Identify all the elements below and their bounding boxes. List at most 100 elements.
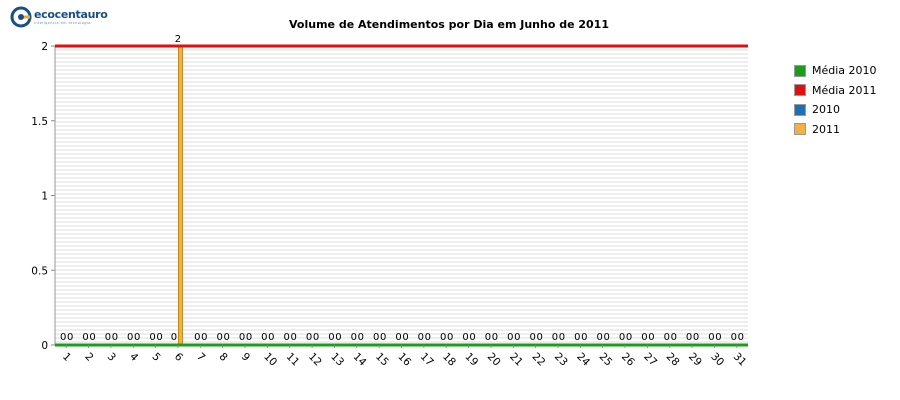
data-label: 0	[194, 332, 200, 343]
data-label: 0	[462, 332, 468, 343]
x-tick-label: 26	[619, 351, 637, 369]
y-tick-label: 0.5	[31, 265, 48, 277]
data-label: 0	[492, 332, 498, 343]
legend-label: Média 2011	[812, 83, 877, 97]
data-label: 0	[291, 332, 297, 343]
data-label: 0	[731, 332, 737, 343]
y-tick-label: 1	[41, 191, 48, 203]
legend-swatch	[794, 84, 806, 97]
data-label: 0	[708, 332, 714, 343]
x-tick-label: 14	[351, 351, 369, 369]
data-label: 0	[529, 332, 535, 343]
plot-background	[55, 46, 748, 345]
x-tick-label: 15	[373, 351, 391, 369]
logo-text: ecocentauro	[34, 8, 108, 21]
legend-label: 2010	[812, 103, 840, 117]
x-tick-label: 1	[60, 351, 73, 364]
data-label: 0	[261, 332, 267, 343]
legend-item: 2011	[794, 120, 877, 140]
data-label: 0	[581, 332, 587, 343]
legend-item: Média 2011	[794, 81, 877, 101]
data-label: 0	[686, 332, 692, 343]
data-label: 0	[268, 332, 274, 343]
data-label: 0	[507, 332, 513, 343]
logo-subtext: inteligencia em tecnologia	[34, 21, 91, 25]
x-tick-label: 25	[597, 351, 615, 369]
data-label: 0	[641, 332, 647, 343]
x-tick-label: 17	[418, 351, 436, 369]
x-tick-label: 24	[574, 351, 592, 369]
data-label: 0	[626, 332, 632, 343]
legend-swatch	[794, 64, 806, 77]
data-label: 0	[574, 332, 580, 343]
data-label: 0	[216, 332, 222, 343]
data-label: 0	[447, 332, 453, 343]
data-label: 2	[175, 34, 181, 45]
y-axis: 0 0.5 1 1.5 2	[31, 41, 56, 352]
legend-item: 2010	[794, 100, 877, 120]
data-label: 0	[440, 332, 446, 343]
legend-label: Média 2010	[812, 64, 877, 78]
data-label: 0	[313, 332, 319, 343]
data-label: 0	[402, 332, 408, 343]
data-label: 0	[223, 332, 229, 343]
x-tick-label: 11	[284, 351, 302, 369]
x-tick-label: 12	[306, 351, 324, 369]
data-label: 0	[89, 332, 95, 343]
data-label: 0	[67, 332, 73, 343]
data-label: 0	[171, 332, 177, 343]
legend-swatch	[794, 103, 806, 116]
logo-icon	[10, 6, 32, 28]
bar-2011	[178, 45, 183, 346]
x-tick-label: 28	[664, 351, 682, 369]
x-tick-label: 7	[194, 351, 207, 364]
data-label: 0	[284, 332, 290, 343]
legend-label: 2011	[812, 122, 840, 136]
x-tick-label: 16	[395, 351, 413, 369]
data-label: 0	[105, 332, 111, 343]
data-label: 0	[514, 332, 520, 343]
data-label: 0	[60, 332, 66, 343]
data-label: 0	[604, 332, 610, 343]
x-tick-label: 21	[507, 351, 525, 369]
data-label: 0	[156, 332, 162, 343]
data-label: 0	[201, 332, 207, 343]
data-label: 0	[418, 332, 424, 343]
data-label: 0	[597, 332, 603, 343]
data-label: 0	[715, 332, 721, 343]
data-label: 0	[328, 332, 334, 343]
chart-legend: Média 2010 Média 2011 2010 2011	[794, 61, 877, 139]
data-label: 0	[619, 332, 625, 343]
x-tick-label: 8	[217, 351, 230, 364]
data-label: 0	[246, 332, 252, 343]
data-label: 0	[648, 332, 654, 343]
x-tick-label: 4	[127, 351, 140, 364]
x-tick-label: 22	[530, 351, 548, 369]
data-label: 0	[552, 332, 558, 343]
data-label: 0	[380, 332, 386, 343]
data-label: 0	[149, 332, 155, 343]
data-label: 0	[112, 332, 118, 343]
x-tick-label: 5	[149, 351, 162, 364]
x-tick-label: 6	[172, 351, 185, 364]
data-label: 0	[82, 332, 88, 343]
x-tick-label: 31	[731, 351, 749, 369]
data-label: 0	[373, 332, 379, 343]
x-tick-label: 29	[686, 351, 704, 369]
x-tick-label: 19	[462, 351, 480, 369]
data-label: 0	[738, 332, 744, 343]
x-tick-label: 30	[708, 351, 726, 369]
x-tick-label: 27	[641, 351, 659, 369]
chart-title: Volume de Atendimentos por Dia em Junho …	[289, 18, 609, 31]
x-tick-label: 18	[440, 351, 458, 369]
y-tick-label: 2	[41, 41, 48, 53]
data-label: 0	[664, 332, 670, 343]
data-label: 0	[536, 332, 542, 343]
x-tick-label: 2	[82, 351, 95, 364]
x-tick-label: 9	[239, 351, 252, 364]
data-label: 0	[351, 332, 357, 343]
x-tick-label: 10	[261, 351, 279, 369]
y-tick-label: 0	[41, 340, 48, 352]
bars-layer	[178, 45, 183, 346]
